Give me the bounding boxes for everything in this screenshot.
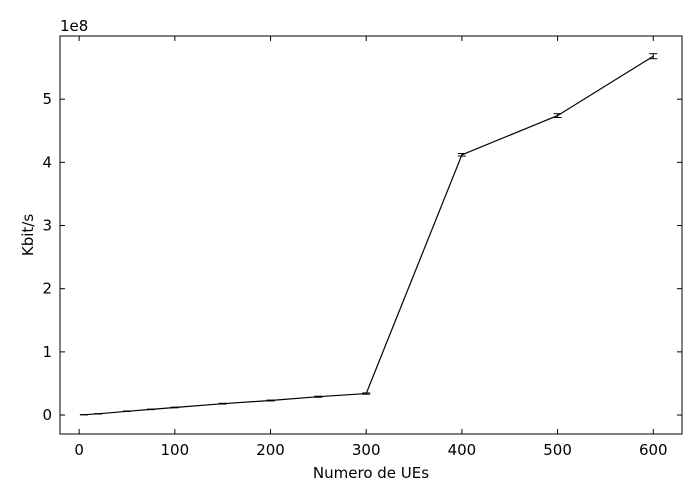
y-tick-label: 2 [42, 280, 52, 298]
x-axis-label: Numero de UEs [313, 464, 429, 482]
y-tick-label: 3 [42, 217, 52, 235]
y-tick-label: 0 [42, 406, 52, 424]
x-tick-label: 400 [448, 441, 477, 459]
y-tick-label: 5 [42, 90, 52, 108]
series-line [83, 55, 654, 416]
x-tick-label: 100 [161, 441, 190, 459]
y-tick-label: 4 [42, 153, 52, 171]
plot-area [59, 35, 683, 435]
x-tick-label: 200 [256, 441, 285, 459]
x-tick-label: 0 [74, 441, 84, 459]
x-tick-label: 600 [639, 441, 668, 459]
y-axis-label: Kbit/s [19, 214, 37, 256]
y-offset-label: 1e8 [60, 17, 88, 35]
y-tick-label: 1 [42, 343, 52, 361]
x-tick-label: 500 [543, 441, 572, 459]
x-tick-label: 300 [352, 441, 381, 459]
